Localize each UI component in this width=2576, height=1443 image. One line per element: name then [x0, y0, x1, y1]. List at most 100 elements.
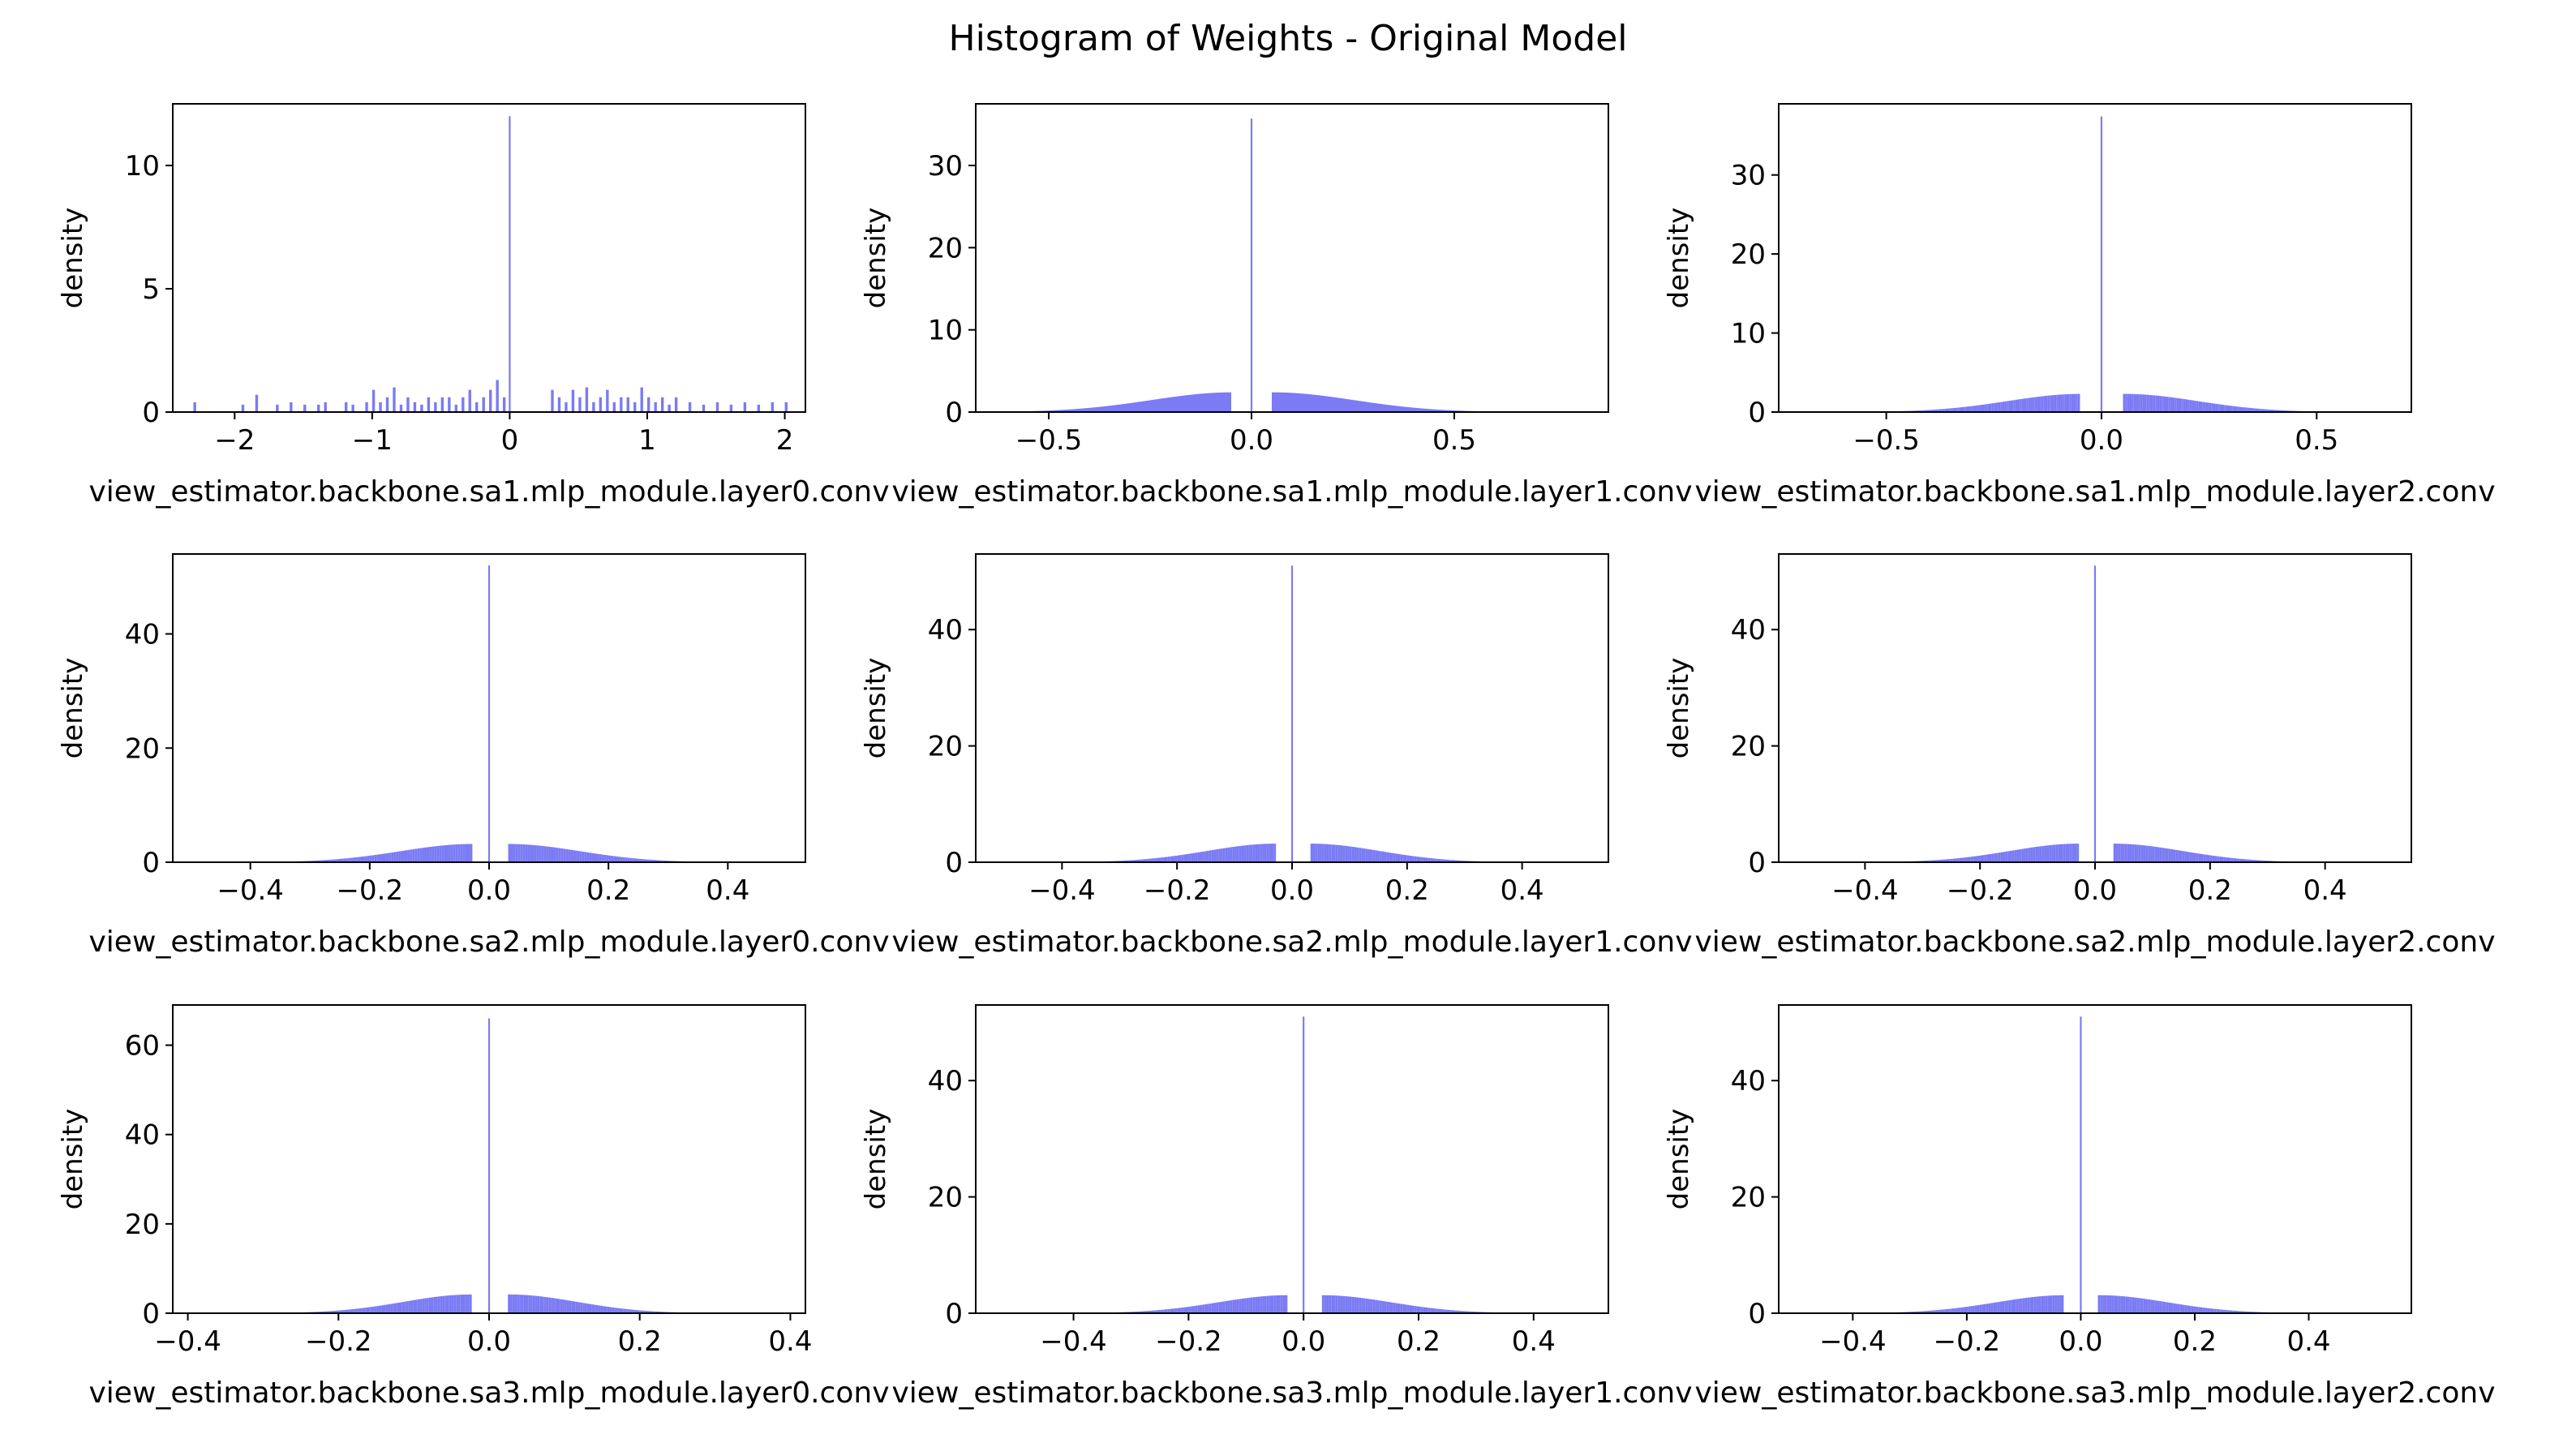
- histogram-bar: [606, 855, 609, 862]
- x-tick-label: −0.2: [1155, 1325, 1222, 1358]
- y-tick-label: 40: [928, 614, 963, 646]
- histogram-bar: [324, 860, 327, 862]
- histogram-bar: [1221, 392, 1223, 412]
- histogram-bar: [2230, 1310, 2233, 1313]
- histogram-bar: [2235, 1310, 2237, 1313]
- histogram-bar: [515, 844, 518, 862]
- histogram-bars: [1807, 565, 2383, 862]
- histogram-bar: [444, 1295, 447, 1313]
- histogram-bar: [2207, 855, 2210, 862]
- histogram-bar: [1997, 1302, 2000, 1313]
- histogram-bar: [1977, 1305, 1980, 1313]
- histogram-bar: [1142, 401, 1144, 412]
- histogram-bar: [1272, 392, 1274, 412]
- histogram-bar: [1318, 395, 1320, 412]
- histogram-bar: [1409, 1305, 1412, 1313]
- histogram-bar: [1181, 1307, 1184, 1313]
- histogram-bar: [1946, 408, 1949, 412]
- histogram-bar: [385, 1304, 389, 1313]
- histogram-bar: [415, 1299, 418, 1313]
- histogram-bar: [1110, 406, 1112, 412]
- histogram-bar: [1458, 1310, 1461, 1313]
- histogram-bar: [1186, 1307, 1189, 1313]
- histogram-bar: [405, 850, 408, 862]
- histogram-bar: [1310, 394, 1312, 412]
- histogram-bar: [2109, 1295, 2112, 1313]
- histogram-bar: [546, 1297, 549, 1313]
- histogram-bar: [2065, 844, 2067, 862]
- histogram-bar: [1934, 860, 1937, 862]
- histogram-bar: [410, 849, 413, 862]
- histogram-bar: [1329, 1295, 1332, 1313]
- histogram-bar: [1410, 407, 1412, 412]
- histogram-bar: [1994, 402, 1996, 412]
- histogram-bar: [2232, 1310, 2235, 1313]
- histogram-bar: [2143, 1299, 2146, 1313]
- histogram-bar: [1184, 395, 1187, 412]
- subplot-5: −0.4 −0.2 0.0 0.2 0.4 0 20 40 density view_estima…: [860, 553, 1693, 959]
- histogram-bar: [1404, 855, 1407, 862]
- histogram-bar: [419, 1299, 423, 1313]
- histogram-bar: [1202, 1304, 1205, 1313]
- histogram-bar: [599, 854, 602, 862]
- histogram-bar: [658, 860, 661, 862]
- histogram-bar: [358, 1308, 362, 1313]
- histogram-bar: [600, 1305, 603, 1313]
- histogram-bar: [1957, 407, 1960, 412]
- histogram-bar: [634, 1309, 637, 1313]
- histogram-bar: [1400, 854, 1403, 862]
- histogram-bar: [1349, 1296, 1352, 1313]
- histogram-bar: [688, 402, 692, 412]
- histogram-bar: [2044, 845, 2047, 862]
- histogram-bar: [1389, 852, 1391, 862]
- histogram-bar: [512, 1294, 515, 1313]
- x-tick-label: −0.2: [305, 1325, 372, 1358]
- histogram-bar: [2218, 404, 2220, 412]
- histogram-bar: [1179, 1308, 1182, 1313]
- histogram-bar: [393, 852, 397, 862]
- histogram-bar: [617, 857, 620, 862]
- histogram-bar: [1342, 398, 1345, 412]
- histogram-bar: [2046, 845, 2050, 862]
- histogram-bar: [1170, 1308, 1173, 1313]
- histogram-bar: [570, 849, 573, 862]
- histogram-bar: [555, 1298, 558, 1313]
- histogram-bar: [1425, 857, 1428, 862]
- histogram-bar: [1246, 1298, 1249, 1313]
- histogram-bar: [1363, 402, 1365, 412]
- histogram-bar: [603, 854, 607, 862]
- histogram-bar: [1959, 407, 1962, 412]
- histogram-bar: [560, 1299, 563, 1313]
- histogram-bar: [1926, 860, 1930, 862]
- histogram-bar: [1951, 408, 1953, 412]
- histogram-bar: [1140, 859, 1143, 862]
- subplot-9: −0.4 −0.2 0.0 0.2 0.4 0 20 40 density view_estima…: [1663, 1004, 2496, 1410]
- histogram-bar: [1131, 860, 1134, 862]
- histogram-bar: [2017, 399, 2020, 412]
- histogram-bar: [396, 852, 399, 862]
- histogram-bar: [1469, 1311, 1472, 1313]
- histogram-bar: [1934, 409, 1936, 412]
- histogram-bar: [2120, 844, 2123, 862]
- histogram-bar: [424, 847, 427, 862]
- histogram-bar: [1377, 403, 1380, 412]
- histogram-bar: [2280, 410, 2282, 412]
- histogram-bar: [578, 397, 582, 412]
- histogram-bar: [539, 1296, 542, 1313]
- histogram-bar: [1915, 1311, 1918, 1313]
- histogram-bar: [2218, 1309, 2222, 1313]
- histogram-bar: [1250, 118, 1253, 413]
- histogram-bar: [1436, 858, 1440, 862]
- histogram-bar: [2035, 847, 2038, 862]
- x-tick-label: 0.4: [2286, 1325, 2330, 1358]
- x-tick-label: 0.4: [1501, 874, 1544, 907]
- histogram-bar: [2217, 856, 2220, 862]
- histogram-bar: [1136, 402, 1138, 412]
- plot-frame: [975, 103, 1609, 413]
- histogram-bar: [1434, 858, 1437, 862]
- histogram-bar: [1195, 852, 1198, 862]
- histogram-bar: [2232, 406, 2235, 412]
- y-axis-label: density: [57, 658, 89, 759]
- histogram-bar: [1414, 856, 1417, 862]
